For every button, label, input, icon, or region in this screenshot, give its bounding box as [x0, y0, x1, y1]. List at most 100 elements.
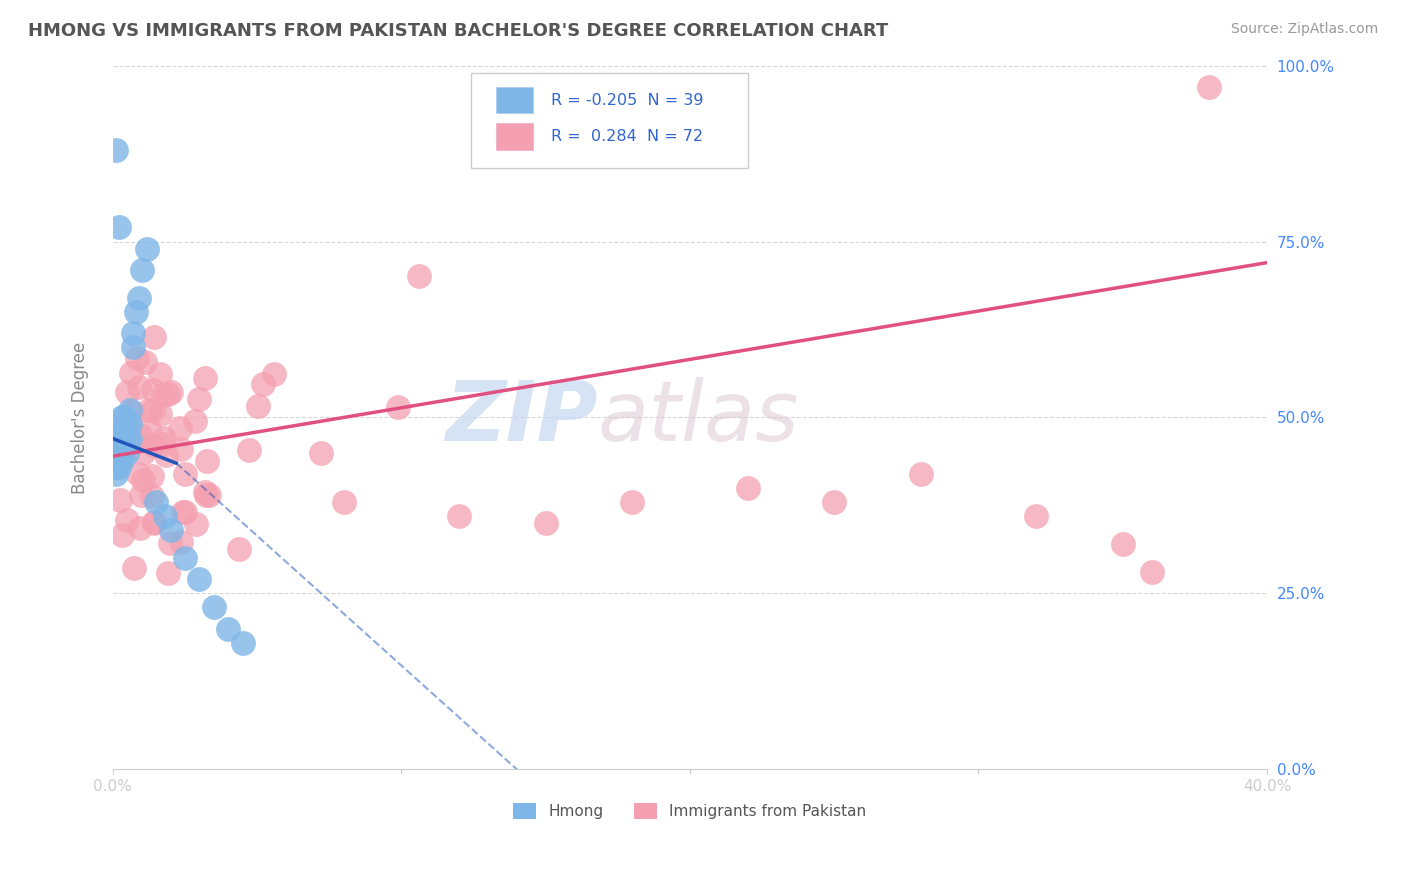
- Text: Source: ZipAtlas.com: Source: ZipAtlas.com: [1230, 22, 1378, 37]
- Point: [108, 493, 131, 508]
- Point: [194, 488, 217, 502]
- Point: [138, 402, 160, 417]
- Text: ZIP: ZIP: [444, 377, 598, 458]
- Point: [117, 385, 139, 400]
- Point: [152, 388, 174, 402]
- Point: [141, 403, 163, 417]
- Point: [127, 467, 149, 482]
- Point: [153, 508, 176, 523]
- Point: [247, 399, 270, 413]
- Point: [111, 442, 134, 456]
- Point: [107, 445, 129, 459]
- Point: [117, 432, 139, 446]
- Point: [202, 600, 225, 615]
- Point: [115, 513, 138, 527]
- Point: [187, 392, 209, 406]
- Point: [107, 452, 129, 467]
- Point: [138, 422, 160, 436]
- Point: [145, 495, 167, 509]
- Point: [193, 485, 215, 500]
- Point: [169, 420, 191, 434]
- Point: [1198, 79, 1220, 94]
- Point: [159, 523, 181, 537]
- FancyBboxPatch shape: [471, 72, 748, 168]
- Point: [159, 385, 181, 400]
- Point: [184, 414, 207, 428]
- Point: [142, 383, 165, 397]
- Point: [121, 405, 143, 419]
- Point: [263, 367, 285, 381]
- Point: [110, 439, 132, 453]
- Point: [408, 269, 430, 284]
- Text: HMONG VS IMMIGRANTS FROM PAKISTAN BACHELOR'S DEGREE CORRELATION CHART: HMONG VS IMMIGRANTS FROM PAKISTAN BACHEL…: [28, 22, 889, 40]
- Point: [174, 467, 197, 481]
- Point: [309, 446, 332, 460]
- Point: [387, 401, 409, 415]
- Point: [153, 431, 176, 445]
- Point: [156, 566, 179, 580]
- Point: [737, 481, 759, 495]
- Point: [112, 439, 135, 453]
- Point: [534, 516, 557, 530]
- Point: [110, 452, 132, 467]
- Point: [107, 220, 129, 235]
- Point: [107, 425, 129, 439]
- Point: [134, 355, 156, 369]
- Point: [172, 505, 194, 519]
- Point: [156, 387, 179, 401]
- Point: [136, 242, 159, 256]
- Point: [105, 441, 128, 455]
- Point: [170, 442, 193, 457]
- Point: [198, 488, 221, 502]
- Point: [120, 403, 142, 417]
- Point: [155, 448, 177, 462]
- Point: [142, 516, 165, 530]
- Point: [621, 495, 644, 509]
- Point: [104, 452, 127, 467]
- Point: [132, 446, 155, 460]
- Point: [150, 437, 173, 451]
- Point: [107, 459, 129, 474]
- Point: [110, 425, 132, 439]
- Point: [129, 428, 152, 442]
- Point: [141, 469, 163, 483]
- Point: [449, 508, 471, 523]
- Point: [122, 340, 145, 354]
- Point: [159, 536, 181, 550]
- Point: [111, 528, 134, 542]
- Point: [143, 515, 166, 529]
- Bar: [496, 123, 533, 150]
- Point: [910, 467, 932, 481]
- Point: [120, 432, 142, 446]
- Point: [1140, 566, 1163, 580]
- Text: atlas: atlas: [598, 377, 799, 458]
- Point: [823, 495, 845, 509]
- Text: R = -0.205  N = 39: R = -0.205 N = 39: [551, 93, 704, 108]
- Point: [128, 379, 150, 393]
- Point: [110, 410, 132, 425]
- Point: [117, 417, 139, 432]
- Point: [122, 561, 145, 575]
- Point: [129, 488, 152, 502]
- Point: [332, 495, 354, 509]
- Point: [104, 467, 127, 481]
- Point: [173, 505, 195, 519]
- Bar: [496, 87, 533, 113]
- Y-axis label: Bachelor's Degree: Bachelor's Degree: [72, 342, 89, 493]
- Point: [194, 370, 217, 384]
- Point: [232, 635, 254, 649]
- Point: [122, 326, 145, 340]
- Text: R =  0.284  N = 72: R = 0.284 N = 72: [551, 129, 703, 145]
- Point: [217, 622, 239, 636]
- Point: [128, 521, 150, 535]
- Point: [142, 330, 165, 344]
- Point: [104, 459, 127, 474]
- Point: [149, 407, 172, 421]
- Point: [238, 443, 260, 458]
- Point: [120, 417, 142, 432]
- Point: [104, 445, 127, 459]
- Point: [104, 143, 127, 157]
- Point: [149, 367, 172, 381]
- Point: [188, 572, 211, 586]
- Point: [104, 432, 127, 446]
